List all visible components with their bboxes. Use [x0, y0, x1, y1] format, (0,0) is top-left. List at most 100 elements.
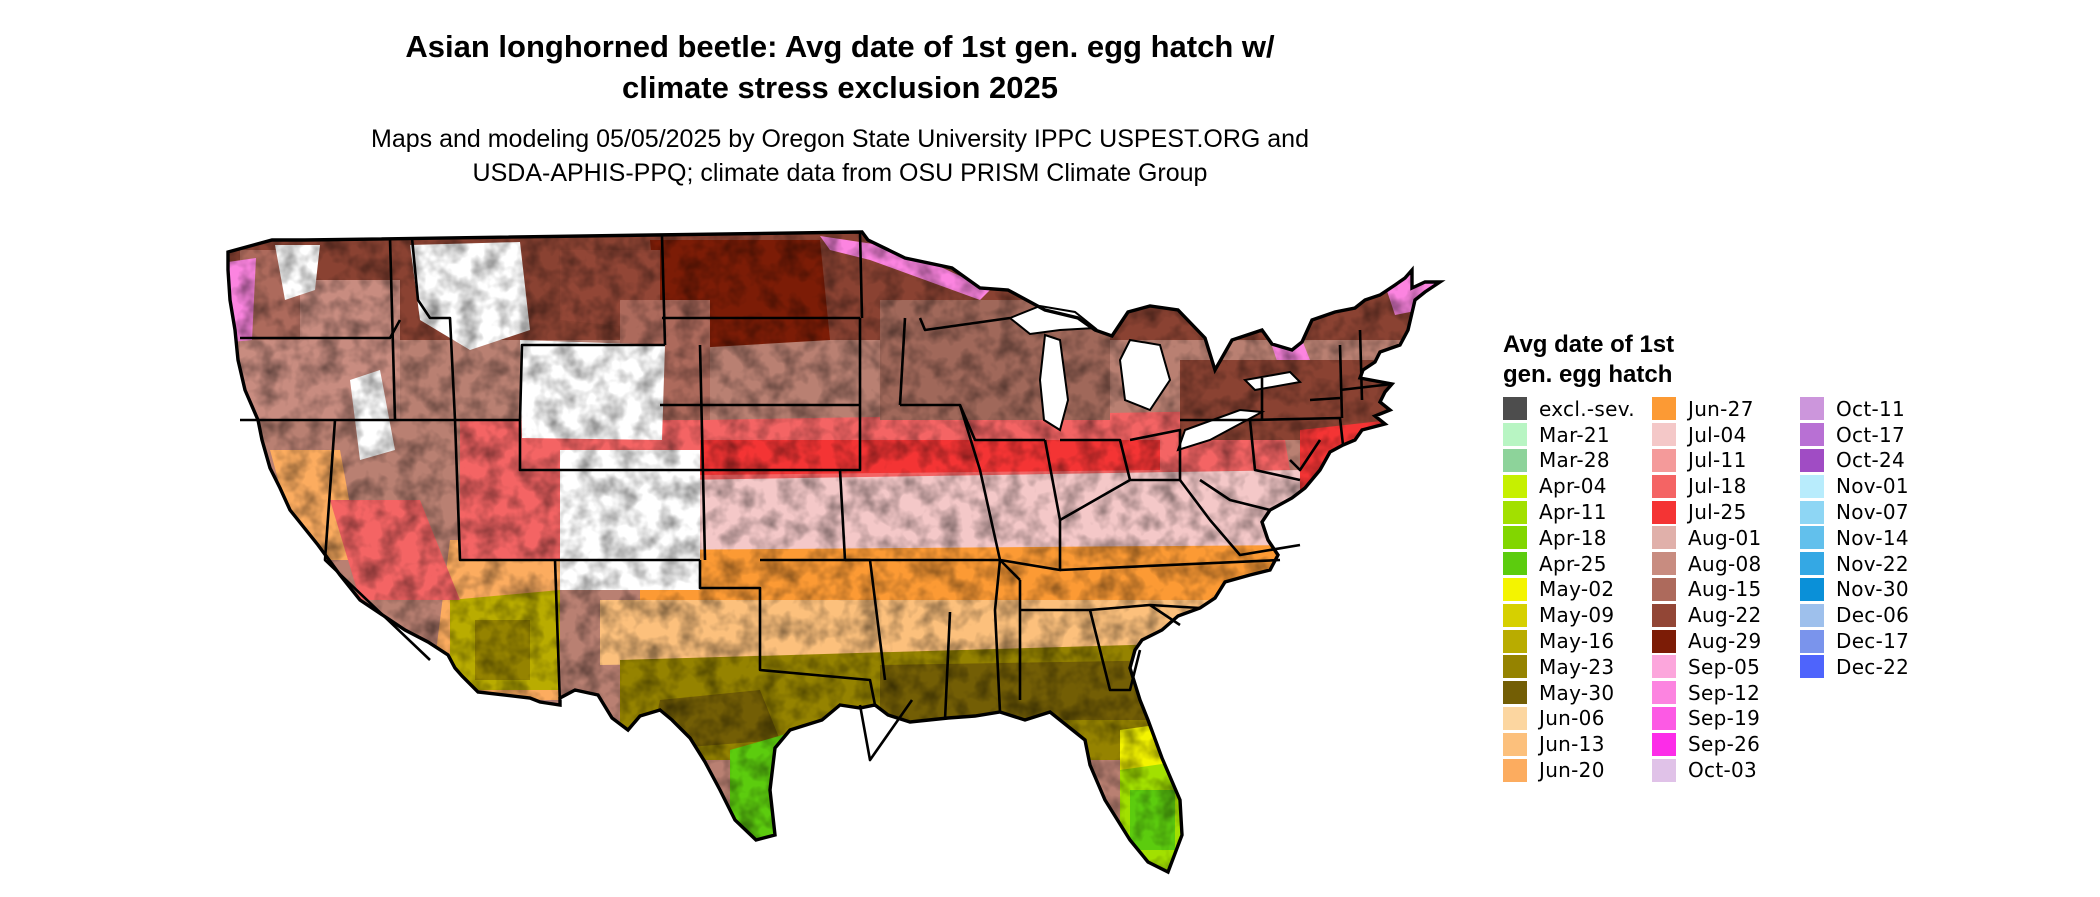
legend-label: Jul-11 [1688, 448, 1747, 473]
legend-swatch [1503, 397, 1527, 421]
legend-label: Dec-22 [1836, 654, 1910, 679]
legend-swatch [1503, 603, 1527, 627]
legend-item: Nov-07 [1800, 499, 1909, 525]
legend-item: Jul-04 [1652, 422, 1762, 448]
legend-label: Jul-18 [1688, 474, 1747, 499]
legend-swatch [1503, 448, 1527, 472]
legend-swatch [1652, 526, 1676, 550]
legend-swatch [1652, 681, 1676, 705]
legend-label: Aug-29 [1688, 629, 1762, 654]
legend-swatch [1800, 423, 1824, 447]
legend-item: Jul-25 [1652, 499, 1762, 525]
legend-swatch [1503, 474, 1527, 498]
legend-item: Jul-11 [1652, 448, 1762, 474]
legend-item: Apr-18 [1503, 525, 1635, 551]
legend-swatch [1503, 629, 1527, 653]
legend-item: Sep-19 [1652, 706, 1762, 732]
legend-label: Nov-30 [1836, 577, 1909, 602]
legend-swatch [1800, 474, 1824, 498]
legend-swatch [1503, 732, 1527, 756]
legend-swatch [1800, 397, 1824, 421]
legend-item: excl.-sev. [1503, 396, 1635, 422]
legend-item: Jun-27 [1652, 396, 1762, 422]
legend-item: Jul-18 [1652, 473, 1762, 499]
legend-item: Nov-01 [1800, 473, 1909, 499]
legend-label: Jun-27 [1688, 396, 1754, 421]
legend-label: Sep-12 [1688, 680, 1761, 705]
legend-item: May-23 [1503, 654, 1635, 680]
legend-title-line-2: gen. egg hatch [1503, 361, 1673, 388]
legend-item: Oct-17 [1800, 422, 1909, 448]
legend-label: Apr-25 [1539, 551, 1607, 576]
legend-column-2: Jun-27 Jul-04 Jul-11 Jul-18 Jul-25 Aug-01 Aug-… [1652, 396, 1762, 783]
legend-label: Oct-03 [1688, 758, 1758, 783]
legend-label: Jun-13 [1539, 732, 1605, 757]
legend-swatch [1503, 500, 1527, 524]
legend-item: Aug-08 [1652, 551, 1762, 577]
legend-label: Apr-18 [1539, 525, 1607, 550]
legend-label: Jul-25 [1688, 500, 1747, 525]
legend-label: Mar-21 [1539, 422, 1610, 447]
legend-swatch [1652, 552, 1676, 576]
legend-label: Dec-06 [1836, 603, 1910, 628]
legend-label: Aug-01 [1688, 525, 1762, 550]
legend-label: Nov-14 [1836, 525, 1909, 550]
legend-item: May-16 [1503, 628, 1635, 654]
legend-label: Aug-15 [1688, 577, 1762, 602]
legend-label: Nov-22 [1836, 551, 1909, 576]
legend-label: Sep-26 [1688, 732, 1761, 757]
legend-swatch [1652, 732, 1676, 756]
legend-swatch [1652, 474, 1676, 498]
legend-label: Mar-28 [1539, 448, 1610, 473]
legend-swatch [1503, 655, 1527, 679]
legend-label: Dec-17 [1836, 629, 1910, 654]
legend-item: Aug-15 [1652, 577, 1762, 603]
legend-swatch [1652, 577, 1676, 601]
legend-item: Aug-01 [1652, 525, 1762, 551]
legend-item: May-02 [1503, 577, 1635, 603]
legend-column-3: Oct-11 Oct-17 Oct-24 Nov-01 Nov-07 Nov-14 Nov-… [1800, 396, 1909, 680]
legend-swatch [1652, 448, 1676, 472]
legend-item: Mar-28 [1503, 448, 1635, 474]
legend-label: Aug-08 [1688, 551, 1762, 576]
legend-label: Oct-24 [1836, 448, 1906, 473]
map-raster [228, 232, 1440, 872]
legend-swatch [1652, 629, 1676, 653]
legend-item: Dec-22 [1800, 654, 1909, 680]
legend-item: Nov-30 [1800, 577, 1909, 603]
legend-item: Sep-26 [1652, 731, 1762, 757]
map-subtitle-line-1: Maps and modeling 05/05/2025 by Oregon S… [371, 125, 1309, 153]
legend-item: Jun-13 [1503, 731, 1635, 757]
legend-label: Jun-20 [1539, 758, 1605, 783]
legend-label: Jul-04 [1688, 422, 1747, 447]
legend-swatch [1503, 758, 1527, 782]
legend-swatch [1800, 552, 1824, 576]
legend-item: Oct-24 [1800, 448, 1909, 474]
legend-item: Jun-20 [1503, 757, 1635, 783]
legend-swatch [1652, 706, 1676, 730]
legend-item: Aug-29 [1652, 628, 1762, 654]
legend-label: May-23 [1539, 654, 1615, 679]
state-boundaries [240, 231, 1393, 762]
legend-label: Nov-07 [1836, 500, 1909, 525]
map-title-line-1: Asian longhorned beetle: Avg date of 1st… [405, 29, 1275, 64]
legend-item: Sep-05 [1652, 654, 1762, 680]
legend-label: Aug-22 [1688, 603, 1762, 628]
legend-item: Apr-25 [1503, 551, 1635, 577]
legend-label: May-09 [1539, 603, 1615, 628]
legend-label: Sep-05 [1688, 654, 1761, 679]
map-title-line-2: climate stress exclusion 2025 [622, 70, 1058, 105]
legend-item: Dec-17 [1800, 628, 1909, 654]
legend-swatch [1652, 423, 1676, 447]
map-title: Asian longhorned beetle: Avg date of 1st… [240, 26, 1440, 108]
legend-swatch [1503, 526, 1527, 550]
legend-column-1: excl.-sev. Mar-21 Mar-28 Apr-04 Apr-11 Apr-18… [1503, 396, 1635, 783]
legend-item: Sep-12 [1652, 680, 1762, 706]
legend-swatch [1503, 681, 1527, 705]
map-subtitle: Maps and modeling 05/05/2025 by Oregon S… [240, 122, 1440, 190]
legend-swatch [1800, 629, 1824, 653]
legend-swatch [1800, 526, 1824, 550]
legend-item: Nov-14 [1800, 525, 1909, 551]
legend-swatch [1652, 758, 1676, 782]
legend-label: Nov-01 [1836, 474, 1909, 499]
